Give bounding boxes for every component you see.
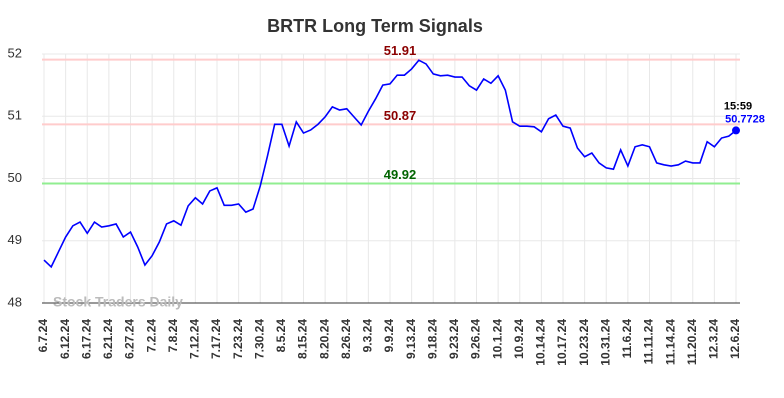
x-tick-label: 7.12.24 [188, 319, 202, 359]
x-tick-label: 6.12.24 [58, 319, 72, 359]
x-tick-label: 11.20.24 [685, 319, 699, 365]
x-tick-label: 8.26.24 [339, 319, 353, 359]
last-time: 15:59 [724, 100, 752, 112]
last-point [732, 126, 740, 135]
x-tick-label: 9.18.24 [425, 319, 439, 359]
x-tick-label: 10.14.24 [534, 319, 548, 366]
y-tick-label: 49 [8, 232, 22, 247]
x-tick-label: 11.11.24 [642, 319, 656, 365]
x-tick-label: 8.15.24 [296, 319, 310, 359]
x-tick-label: 6.27.24 [123, 319, 137, 359]
x-tick-label: 7.2.24 [144, 319, 158, 353]
signal-label: 50.87 [384, 108, 417, 123]
x-tick-label: 12.6.24 [728, 319, 742, 359]
x-tick-label: 11.14.24 [663, 319, 677, 365]
x-tick-label: 10.31.24 [598, 319, 612, 366]
y-tick-label: 48 [8, 294, 22, 309]
y-tick-label: 50 [8, 170, 22, 185]
x-tick-label: 7.8.24 [166, 319, 180, 353]
x-tick-label: 9.26.24 [469, 319, 483, 359]
x-tick-label: 9.3.24 [361, 319, 375, 353]
chart-title: BRTR Long Term Signals [267, 16, 483, 36]
x-tick-label: 6.7.24 [36, 319, 50, 353]
y-tick-label: 51 [8, 108, 22, 123]
x-tick-label: 8.5.24 [274, 319, 288, 353]
x-tick-label: 11.6.24 [620, 319, 634, 359]
x-tick-label: 10.23.24 [577, 319, 591, 366]
x-tick-label: 10.17.24 [555, 319, 569, 366]
x-tick-label: 10.9.24 [512, 319, 526, 359]
price-line [43, 59, 737, 269]
x-tick-label: 9.13.24 [404, 319, 418, 359]
x-tick-label: 8.20.24 [317, 319, 331, 359]
x-tick-label: 7.17.24 [209, 319, 223, 359]
x-tick-label: 10.1.24 [490, 319, 504, 359]
signal-label: 49.92 [384, 167, 417, 182]
signal-label: 51.91 [384, 43, 417, 58]
x-tick-label: 6.17.24 [79, 319, 93, 359]
x-tick-label: 7.23.24 [231, 319, 245, 359]
x-tick-label: 9.23.24 [447, 319, 461, 359]
x-tick-label: 7.30.24 [252, 319, 266, 359]
y-tick-label: 52 [8, 45, 22, 60]
x-tick-label: 9.9.24 [382, 319, 396, 353]
watermark: Stock Traders Daily [53, 294, 183, 310]
last-value: 50.7728 [725, 113, 765, 125]
x-tick-label: 12.3.24 [707, 319, 721, 359]
x-tick-label: 6.21.24 [101, 319, 115, 359]
